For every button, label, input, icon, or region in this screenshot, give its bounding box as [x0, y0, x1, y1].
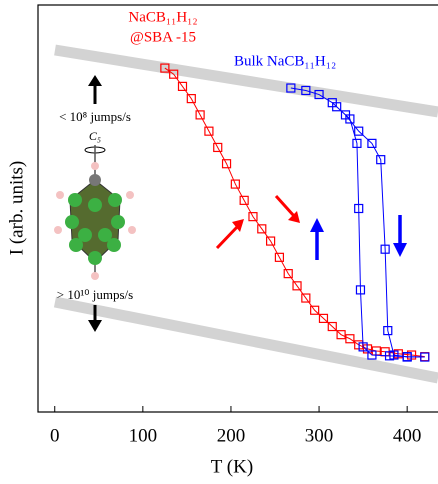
data-point [177, 81, 188, 92]
data-point [420, 352, 430, 362]
data-point [354, 203, 364, 214]
series-line [290, 87, 425, 358]
x-axis-label: T (K) [211, 456, 253, 477]
molecule [54, 145, 136, 280]
arrow-head [88, 320, 102, 332]
arrow [274, 194, 296, 218]
data-point [327, 321, 337, 332]
data-point [336, 330, 346, 340]
data-point [286, 83, 296, 93]
data-point [376, 155, 386, 165]
data-point [195, 110, 205, 120]
data-point [310, 305, 320, 315]
data-point [352, 138, 362, 148]
data-point [213, 142, 223, 153]
data-point [160, 63, 170, 73]
arrow-head [393, 243, 407, 257]
data-point [384, 351, 395, 361]
x-tick-label: 300 [305, 425, 334, 446]
arrow [215, 224, 240, 250]
arrow-head [232, 219, 244, 232]
data-point [345, 114, 355, 124]
data-point [367, 350, 377, 360]
data-point [265, 236, 276, 246]
data-point [239, 195, 249, 205]
data-point [358, 342, 368, 352]
data-point [274, 252, 285, 262]
annotation: < 10⁸ jumps/s [59, 109, 131, 124]
guide-band [53, 296, 438, 384]
y-axis-label: I (arb. units) [6, 161, 27, 255]
data-point [332, 102, 342, 112]
data-point [402, 352, 412, 362]
data-point [230, 179, 240, 189]
arrow-head [88, 75, 102, 86]
guide-band [54, 44, 438, 118]
data-point [380, 244, 390, 254]
data-point [221, 159, 232, 169]
data-point [186, 94, 196, 104]
plot-frame [37, 4, 438, 413]
x-tick-label: 0 [50, 425, 60, 446]
annotation: Bulk NaCB₁₁H₁₂ [234, 53, 336, 69]
arrow-head [288, 211, 300, 223]
data-point [257, 224, 267, 234]
data-point [169, 69, 179, 79]
annotation: @SBA -15 [130, 29, 196, 45]
series-line [164, 67, 425, 358]
x-tick-label: 100 [129, 425, 158, 446]
data-point [383, 326, 393, 336]
data-point [354, 126, 364, 136]
data-point [345, 334, 355, 344]
data-point [301, 85, 311, 96]
annotation: C₅ [89, 129, 101, 143]
data-point [301, 293, 311, 303]
data-point [283, 269, 293, 279]
annotation: NaCB₁₁H₁₂ [128, 9, 197, 25]
x-tick-label: 400 [393, 425, 422, 446]
annotation: > 10¹⁰ jumps/s [57, 287, 133, 302]
data-point [355, 285, 366, 295]
data-point [292, 281, 302, 291]
data-point [367, 138, 377, 148]
data-point [314, 89, 324, 100]
x-tick-label: 200 [217, 425, 246, 446]
data-point [318, 313, 329, 323]
data-point [204, 126, 214, 136]
data-point [248, 212, 258, 222]
arrow-head [310, 218, 324, 232]
